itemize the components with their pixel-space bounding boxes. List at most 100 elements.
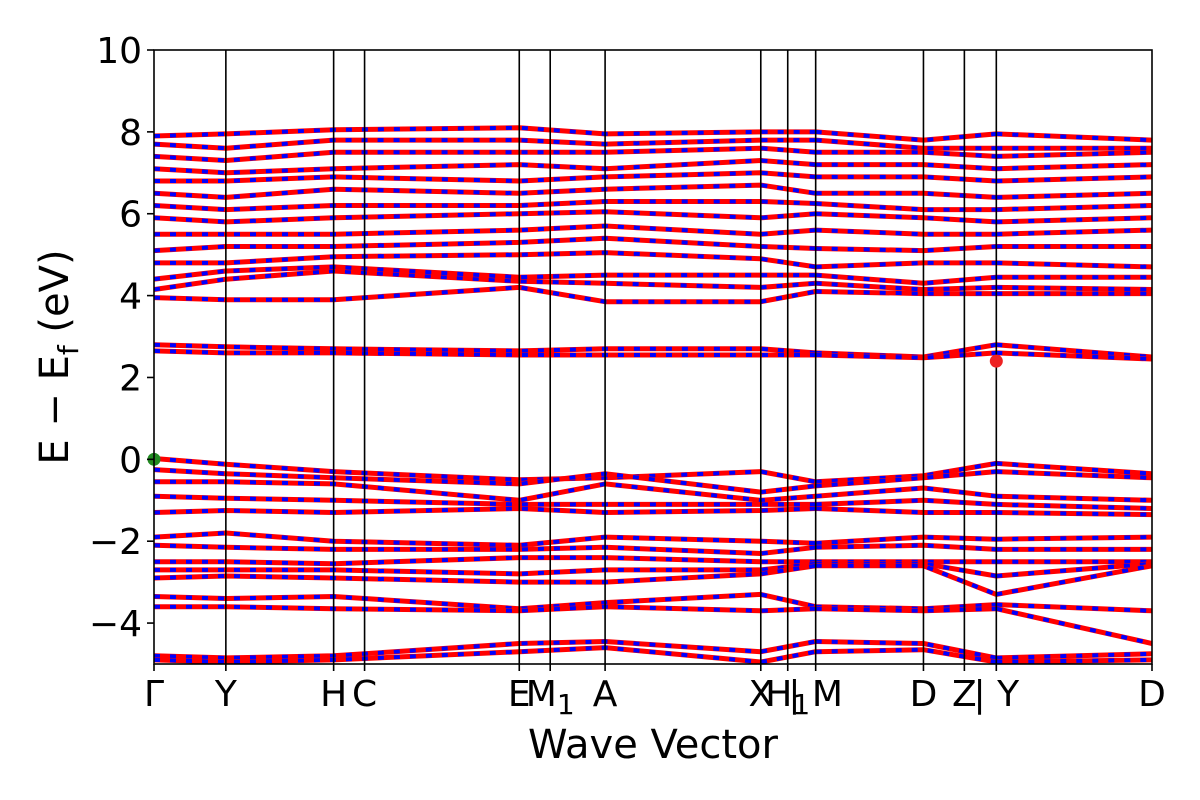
x-tick-label-3: C xyxy=(352,674,377,715)
x-tick-label-8: H1 xyxy=(765,674,810,721)
x-tick-label-0: Γ xyxy=(144,674,164,715)
band-11-seg-1-spin-down xyxy=(815,606,997,613)
band-12-seg-2-spin-down xyxy=(996,651,1152,660)
band-2-seg-2-spin-down xyxy=(996,494,1152,503)
y-axis-label-unit: (eV) xyxy=(32,249,78,345)
band-22-seg-2-spin-down xyxy=(996,215,1152,224)
x-tick-label-1: Y xyxy=(214,674,238,715)
y-axis-ticks: −4 −2 0 2 4 6 8 10 xyxy=(89,31,154,645)
band-24-seg-2-spin-down xyxy=(996,191,1152,200)
band-27-seg-2-spin-down xyxy=(996,150,1152,159)
band-15-seg-1-spin-down xyxy=(815,350,997,360)
x-tick-label-5: M1 xyxy=(526,674,575,721)
band-11-seg-2-spin-down xyxy=(995,606,1152,646)
band-26-seg-1-spin-down xyxy=(815,162,997,171)
band-3-seg-1-spin-down xyxy=(815,498,997,507)
x-tick-label-10-main: D xyxy=(910,674,938,715)
plot-frame xyxy=(153,49,1153,665)
band-13-seg-2-spin-down xyxy=(996,657,1152,664)
x-tick-label-11: Z xyxy=(952,674,977,715)
band-8-seg-2-spin-down xyxy=(996,561,1152,578)
band-0-seg-1-spin-down xyxy=(815,461,997,484)
band-4-seg-1-spin-down xyxy=(815,506,997,515)
band-25-seg-2-spin-down xyxy=(996,174,1152,183)
band-5-seg-1-spin-down xyxy=(815,535,997,546)
band-13-seg-1-spin-down xyxy=(815,647,997,664)
x-tick-label-12-main: | Y xyxy=(974,674,1021,715)
band-29-seg-2-spin-down xyxy=(996,131,1152,143)
x-tick-label-9: | M xyxy=(788,674,843,715)
x-tick-label-4: E xyxy=(508,674,531,715)
band-27-seg-1-spin-down xyxy=(815,150,997,159)
x-tick-label-1-main: Y xyxy=(214,674,238,715)
y-tick-label-2: 0 xyxy=(119,440,142,481)
band-1-seg-1-spin-down xyxy=(815,469,997,488)
band-19-seg-1-spin-down xyxy=(815,260,997,269)
x-tick-label-12: | Y xyxy=(974,674,1021,715)
band-5-seg-2-spin-down xyxy=(996,535,1152,542)
band-20-seg-1-spin-down xyxy=(815,244,997,253)
band-17-seg-2-spin-down xyxy=(996,285,1152,292)
kpoint-lines xyxy=(225,50,998,664)
band-24-seg-1-spin-down xyxy=(815,191,997,200)
x-tick-label-5-main: M xyxy=(526,674,557,715)
x-tick-label-2: H xyxy=(320,674,347,715)
band-22-seg-1-spin-down xyxy=(815,211,997,224)
band-10-seg-2-spin-down xyxy=(996,602,1152,613)
band-6-seg-1-spin-down xyxy=(815,543,997,552)
band-21-seg-1-spin-down xyxy=(815,228,997,237)
band-11-seg-1-spin-up xyxy=(815,606,997,614)
cbm-marker xyxy=(989,354,1003,368)
x-tick-label-8-main: H xyxy=(765,674,792,715)
band-3-seg-2-spin-down xyxy=(996,502,1152,511)
band-17-seg-1-spin-down xyxy=(815,281,997,292)
band-21-seg-2-spin-down xyxy=(996,228,1152,237)
x-tick-label-7-main: X xyxy=(748,674,773,715)
band-9-seg-2-spin-down xyxy=(995,563,1152,597)
y-axis-label: E − Ef (eV) xyxy=(32,249,85,464)
band-0-seg-2-spin-down xyxy=(996,461,1152,476)
x-tick-label-3-main: C xyxy=(352,674,377,715)
band-29-seg-1-spin-down xyxy=(815,129,997,143)
band-18-seg-1-spin-down xyxy=(815,273,997,286)
x-tick-label-6-main: A xyxy=(593,674,618,715)
band-1-seg-2-spin-down xyxy=(996,469,1152,480)
y-axis-label-sub: f xyxy=(52,344,85,355)
y-tick-label-1: −2 xyxy=(89,522,142,563)
x-tick-label-0-main: Γ xyxy=(144,674,164,715)
x-axis-label: Wave Vector xyxy=(528,722,779,768)
y-tick-label-7: 10 xyxy=(96,31,142,72)
x-tick-label-6: A xyxy=(593,674,618,715)
band-16-seg-1-spin-down xyxy=(815,289,997,296)
x-tick-label-11-main: Z xyxy=(952,674,977,715)
x-tick-label-13-main: D xyxy=(1138,674,1166,715)
y-tick-label-6: 8 xyxy=(119,113,142,154)
band-28-seg-1-spin-down xyxy=(815,138,997,151)
band-23-seg-2-spin-down xyxy=(996,203,1152,212)
x-tick-label-4-main: E xyxy=(508,674,531,715)
y-axis-label-main: E − E xyxy=(32,355,78,465)
band-2-seg-1-spin-down xyxy=(815,485,997,499)
band-4-seg-2-spin-down xyxy=(996,510,1152,517)
band-16-seg-1-spin-up xyxy=(815,289,997,297)
band-15-seg-2-spin-down xyxy=(996,350,1152,361)
band-25-seg-1-spin-down xyxy=(815,174,997,183)
y-tick-label-5: 6 xyxy=(119,195,142,236)
band-23-seg-1-spin-down xyxy=(815,201,997,212)
y-tick-label-4: 4 xyxy=(119,277,142,318)
x-tick-label-9-main: | M xyxy=(788,674,843,715)
x-tick-label-7: X xyxy=(748,674,773,715)
y-tick-label-0: −4 xyxy=(89,604,142,645)
band-9-seg-1-spin-down xyxy=(815,563,998,597)
band-26-seg-2-spin-down xyxy=(996,162,1152,171)
x-tick-label-2-main: H xyxy=(320,674,347,715)
band-12-seg-1-spin-down xyxy=(815,639,997,660)
x-tick-label-10: D xyxy=(910,674,938,715)
x-tick-label-13: D xyxy=(1138,674,1166,715)
x-tick-label-5-sub: 1 xyxy=(557,688,575,721)
x-tick-label-8-sub: 1 xyxy=(792,688,810,721)
y-tick-label-3: 2 xyxy=(119,358,142,399)
band-19-seg-2-spin-down xyxy=(996,260,1152,269)
